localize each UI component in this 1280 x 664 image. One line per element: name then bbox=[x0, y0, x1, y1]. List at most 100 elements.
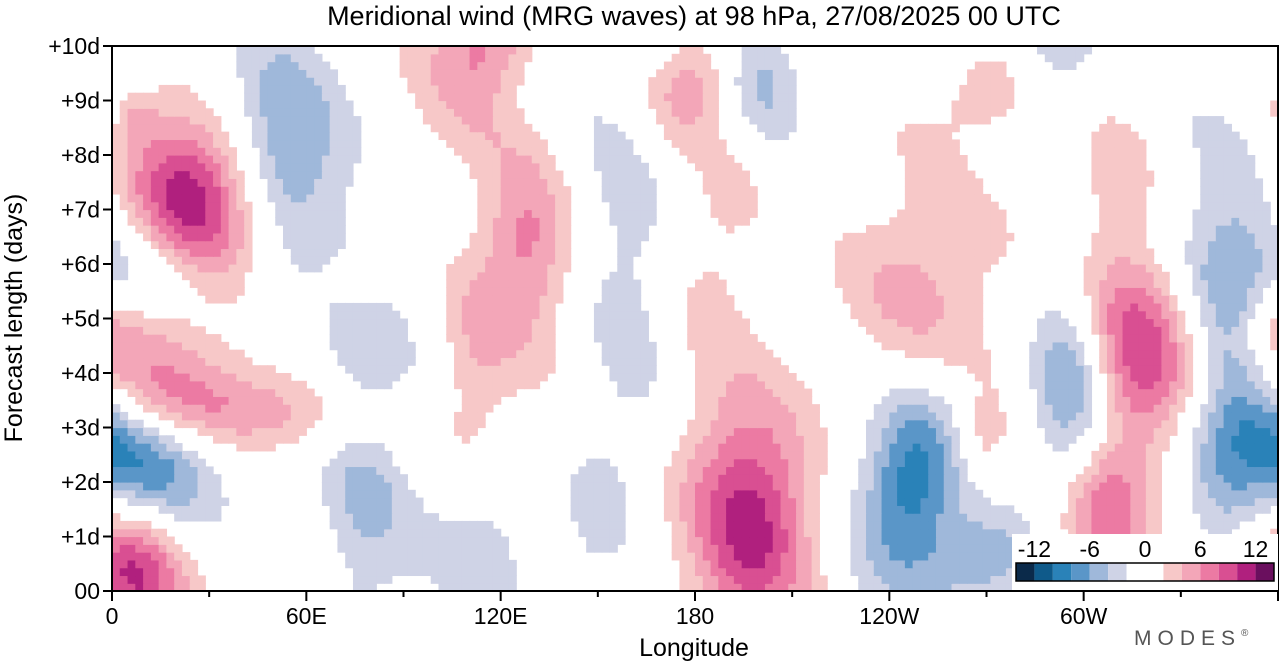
field-cell bbox=[873, 497, 883, 506]
field-cell bbox=[1254, 435, 1264, 444]
field-cell bbox=[1239, 489, 1248, 499]
field-cell bbox=[523, 248, 533, 257]
field-cell bbox=[1223, 411, 1232, 421]
field-cell bbox=[220, 373, 230, 382]
field-cell bbox=[166, 201, 175, 211]
field-cell bbox=[990, 256, 999, 265]
field-cell bbox=[741, 552, 751, 561]
field-cell bbox=[609, 302, 618, 312]
field-cell bbox=[1231, 201, 1240, 211]
field-cell bbox=[174, 225, 183, 234]
field-cell bbox=[345, 318, 354, 327]
field-cell bbox=[384, 575, 393, 584]
field-cell bbox=[920, 474, 929, 483]
field-cell bbox=[166, 217, 175, 226]
field-cell bbox=[974, 583, 984, 591]
field-cell bbox=[601, 279, 611, 288]
field-cell bbox=[181, 419, 191, 429]
field-cell bbox=[469, 404, 478, 413]
field-cell bbox=[306, 232, 315, 242]
field-cell bbox=[1106, 513, 1116, 522]
field-cell bbox=[617, 139, 626, 148]
field-cell bbox=[866, 225, 875, 234]
field-cell bbox=[632, 341, 642, 351]
field-cell bbox=[811, 559, 820, 569]
field-cell bbox=[360, 583, 370, 591]
field-cell bbox=[1005, 583, 1015, 591]
field-cell bbox=[811, 427, 820, 436]
field-cell bbox=[135, 396, 144, 405]
field-cell bbox=[469, 302, 478, 312]
field-cell bbox=[1200, 497, 1209, 506]
field-cell bbox=[1138, 427, 1147, 436]
field-cell bbox=[539, 373, 548, 382]
field-cell bbox=[679, 520, 688, 530]
field-cell bbox=[702, 170, 712, 179]
field-cell bbox=[469, 232, 478, 242]
field-cell bbox=[477, 341, 486, 351]
field-cell bbox=[702, 349, 712, 359]
field-cell bbox=[135, 583, 144, 591]
field-cell bbox=[205, 380, 214, 390]
field-cell bbox=[213, 155, 222, 164]
field-cell bbox=[687, 528, 696, 538]
field-cell bbox=[1169, 334, 1178, 343]
field-cell bbox=[547, 310, 556, 320]
field-cell bbox=[1091, 489, 1100, 499]
field-cell bbox=[1083, 287, 1093, 296]
field-cell bbox=[352, 497, 362, 506]
field-cell bbox=[127, 536, 136, 545]
field-cell bbox=[710, 271, 719, 281]
field-cell bbox=[710, 505, 719, 514]
field-cell bbox=[337, 170, 346, 179]
field-cell bbox=[1169, 310, 1178, 320]
field-cell bbox=[1231, 404, 1240, 413]
field-cell bbox=[516, 248, 525, 257]
field-cell bbox=[345, 552, 354, 561]
field-cell bbox=[866, 302, 875, 312]
field-cell bbox=[197, 264, 206, 273]
field-cell bbox=[757, 435, 766, 444]
field-cell bbox=[679, 497, 688, 506]
field-cell bbox=[127, 388, 136, 397]
field-cell bbox=[174, 552, 183, 561]
field-cell bbox=[1223, 458, 1232, 468]
field-cell bbox=[376, 341, 385, 351]
field-cell bbox=[617, 489, 626, 499]
field-cell bbox=[897, 482, 906, 491]
field-cell bbox=[718, 201, 727, 211]
field-cell bbox=[181, 178, 191, 187]
field-cell bbox=[547, 209, 556, 218]
field-cell bbox=[1099, 450, 1108, 460]
field-cell bbox=[904, 388, 914, 397]
field-cell bbox=[1176, 396, 1186, 405]
field-cell bbox=[306, 108, 315, 117]
field-cell bbox=[485, 155, 494, 164]
field-cell bbox=[866, 536, 875, 545]
field-cell bbox=[609, 528, 618, 538]
field-cell bbox=[236, 248, 245, 257]
field-cell bbox=[259, 419, 269, 429]
field-cell bbox=[811, 411, 820, 421]
field-cell bbox=[990, 388, 999, 397]
field-cell bbox=[1138, 435, 1147, 444]
field-cell bbox=[1106, 380, 1116, 390]
field-cell bbox=[228, 279, 237, 288]
field-cell bbox=[492, 528, 502, 538]
field-cell bbox=[290, 248, 300, 257]
field-cell bbox=[352, 310, 362, 320]
field-cell bbox=[314, 170, 323, 179]
field-cell bbox=[415, 544, 424, 553]
field-cell bbox=[741, 186, 751, 195]
field-cell bbox=[881, 520, 890, 530]
field-cell bbox=[1231, 443, 1240, 452]
field-cell bbox=[127, 116, 136, 125]
field-cell bbox=[523, 341, 533, 351]
field-cell bbox=[112, 318, 121, 327]
field-cell bbox=[1215, 458, 1225, 468]
field-cell bbox=[1254, 232, 1264, 242]
field-cell bbox=[967, 357, 976, 366]
field-cell bbox=[438, 528, 447, 538]
field-cell bbox=[904, 310, 914, 320]
field-cell bbox=[897, 232, 906, 242]
